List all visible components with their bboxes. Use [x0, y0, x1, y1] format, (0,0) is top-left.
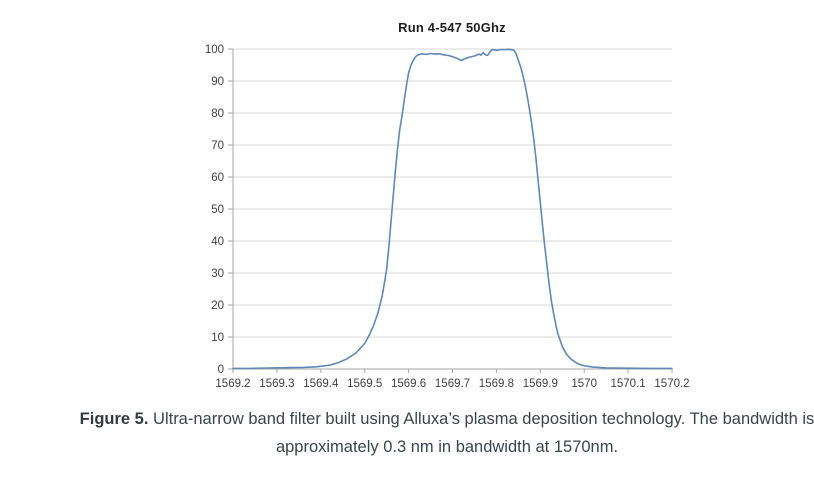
y-tick-label-30: 30: [211, 268, 224, 280]
x-tick-label-1570.1: 1570.1: [611, 378, 646, 390]
chart-title: Run 4-547 50Ghz: [398, 20, 506, 35]
x-tick-label-1569.9: 1569.9: [523, 378, 558, 390]
figure-5: Run 4-547 50Ghz 0 10 20 30 40 50 60 70 80 90 100 15…: [40, 16, 814, 466]
figure-caption: Figure 5. Ultra-narrow band filter built…: [40, 405, 814, 461]
y-tick-label-10: 10: [211, 332, 224, 344]
y-tick-label-0: 0: [218, 364, 224, 376]
x-tick-label-1569.2: 1569.2: [215, 378, 250, 390]
x-tick-label-1569.4: 1569.4: [303, 378, 339, 390]
x-tick-label-1570: 1570: [571, 378, 597, 390]
y-tick-label-70: 70: [211, 140, 224, 152]
x-tick-label-1570.2: 1570.2: [654, 378, 689, 390]
y-tick-label-20: 20: [211, 300, 224, 312]
filter-response-curve: [232, 48, 673, 370]
x-tick-label-1569.7: 1569.7: [435, 378, 470, 390]
y-tick-label-50: 50: [211, 204, 224, 216]
y-tick-label-100: 100: [205, 44, 224, 56]
y-tick-label-80: 80: [211, 108, 224, 120]
y-tick-label-40: 40: [211, 236, 224, 248]
filter-transmission-chart: 0 10 20 30 40 50 60 70 80 90 100 1569.2 1569.3 1569.4…: [205, 44, 690, 390]
x-tick-label-1569.3: 1569.3: [259, 378, 294, 390]
y-tick-label-90: 90: [211, 76, 224, 88]
x-tick-label-1569.6: 1569.6: [391, 378, 426, 390]
x-tick-label-1569.8: 1569.8: [479, 378, 514, 390]
y-tick-label-60: 60: [211, 172, 224, 184]
figure-caption-text: Ultra-narrow band filter built using All…: [148, 410, 814, 456]
x-tick-label-1569.5: 1569.5: [347, 378, 382, 390]
figure-caption-label: Figure 5.: [79, 410, 149, 428]
